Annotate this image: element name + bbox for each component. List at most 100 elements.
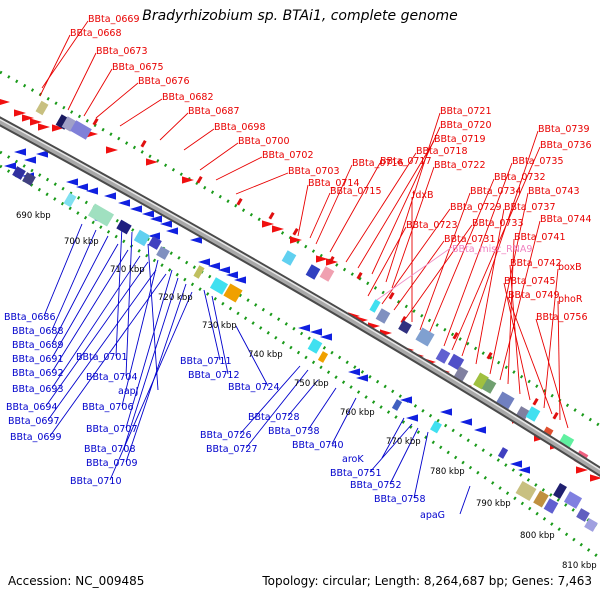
gene-label-reverse: BBta_0710 [70, 476, 122, 487]
reverse-gene-arrow [148, 232, 160, 240]
red-leader-line [499, 220, 541, 381]
reverse-gene-arrow [24, 156, 36, 164]
forward-gene-arrow [290, 236, 302, 244]
gene-tick [196, 176, 203, 184]
blue-leader-line [49, 273, 167, 437]
gene-block [148, 236, 162, 250]
gene-label-forward: fdxB [412, 190, 434, 201]
gene-label-reverse: BBta_0688 [12, 326, 64, 337]
gene-label-reverse: BBta_0707 [86, 424, 138, 435]
reverse-gene-arrow [190, 236, 202, 244]
gene-block [473, 372, 489, 390]
gene-block [375, 308, 391, 324]
gene-label-reverse: BBta_0758 [374, 494, 426, 505]
reverse-gene-arrow [104, 192, 116, 200]
gene-tick [292, 228, 299, 236]
forward-gene-arrow [576, 466, 588, 474]
gene-label-forward: BBta_0717 [380, 156, 432, 167]
gene-block [391, 399, 403, 411]
gene-label-reverse: BBta_0693 [12, 384, 64, 395]
gene-tick [92, 117, 99, 126]
gene-tick [356, 272, 363, 280]
gene-block [447, 353, 465, 371]
gene-label-reverse: BBta_0711 [180, 356, 232, 367]
red-leader-line [357, 140, 435, 269]
blue-leader-line [203, 289, 221, 361]
gene-label-forward: BBta_0731 [444, 234, 496, 245]
gene-tick [388, 292, 395, 300]
blue-leader-line [51, 235, 109, 345]
scale-tick-label: 720 kbp [158, 293, 193, 303]
blue-leader-line [211, 295, 229, 375]
gene-label-forward: BBta_0676 [138, 76, 190, 87]
gene-block [369, 299, 381, 313]
gene-label-forward: BBta_0756 [536, 312, 588, 323]
gene-label-reverse: BBta_0752 [350, 480, 402, 491]
gene-label-reverse: BBta_0709 [86, 458, 138, 469]
reverse-gene-arrow [142, 210, 154, 218]
reverse-gene-arrow [234, 276, 246, 284]
gene-block [35, 100, 49, 116]
gene-block [156, 246, 170, 260]
gene-label-reverse: BBta_0691 [12, 354, 64, 365]
scale-tick-label: 710 kbp [110, 265, 145, 275]
reverse-gene-arrow [320, 333, 332, 341]
gene-tick [328, 256, 335, 264]
gene-block [533, 490, 549, 508]
gene-label-forward: BBta_0745 [504, 276, 556, 287]
gene-label-reverse: BBta_0724 [228, 382, 280, 393]
gene-label-reverse: BBta_0701 [76, 352, 128, 363]
reverse-gene-arrow [440, 408, 452, 416]
gene-tick [452, 332, 459, 340]
gene-label-forward: BBta_0729 [450, 202, 502, 213]
gene-block [193, 265, 205, 279]
forward-gene-arrow [106, 146, 118, 154]
blue-leader-line [245, 369, 309, 449]
gene-label-forward: BBta_0732 [494, 172, 546, 183]
red-leader-line [405, 224, 473, 319]
gene-label-forward: phoR [558, 294, 583, 305]
gene-tick [400, 316, 407, 324]
red-leader-line [345, 152, 417, 263]
gene-block [305, 264, 321, 280]
reverse-gene-arrow [150, 215, 162, 223]
scale-tick-label: 740 kbp [248, 350, 283, 360]
reverse-gene-arrow [310, 328, 322, 336]
gene-label-forward: BBta_0741 [514, 232, 566, 243]
red-leader-line [235, 172, 289, 195]
scale-tick-label: 810 kbp [562, 561, 597, 571]
red-leader-line [503, 282, 531, 401]
forward-gene-arrow [182, 176, 194, 184]
blue-leader-line [235, 325, 269, 387]
backbone [0, 118, 600, 475]
gene-label-forward: BBta_0737 [504, 202, 556, 213]
red-leader-line [509, 264, 521, 395]
blue-leader-line [51, 249, 129, 373]
red-leader-line [475, 208, 505, 365]
gene-block [70, 120, 92, 140]
red-leader-line [95, 82, 139, 119]
scale-tick-label: 700 kbp [64, 237, 99, 247]
forward-gene-arrow [590, 474, 600, 482]
scale-tick-label: 790 kbp [476, 499, 511, 509]
gene-tick [236, 198, 243, 206]
gene-label-forward: BBta_0742 [510, 258, 562, 269]
red-leader-line [315, 164, 353, 245]
blue-leader-line [125, 231, 133, 377]
reverse-gene-arrow [460, 418, 472, 426]
red-leader-line [329, 162, 381, 253]
reverse-gene-arrow [118, 199, 130, 207]
red-leader-line [183, 128, 215, 151]
topology-text: Topology: circular; Length: 8,264,687 bp… [262, 574, 592, 588]
gene-block [515, 480, 537, 502]
red-leader-line [443, 162, 513, 347]
reverse-gene-arrow [4, 162, 16, 170]
gene-label-forward: BBta_0687 [188, 106, 240, 117]
gene-label-forward: BBta_0715 [330, 186, 382, 197]
gene-block [63, 192, 77, 208]
red-leader-line [309, 192, 331, 239]
blue-leader-line [123, 277, 179, 449]
gene-label-forward: BBta_0734 [470, 186, 522, 197]
gene-label-forward: BBta_0749 [508, 290, 560, 301]
